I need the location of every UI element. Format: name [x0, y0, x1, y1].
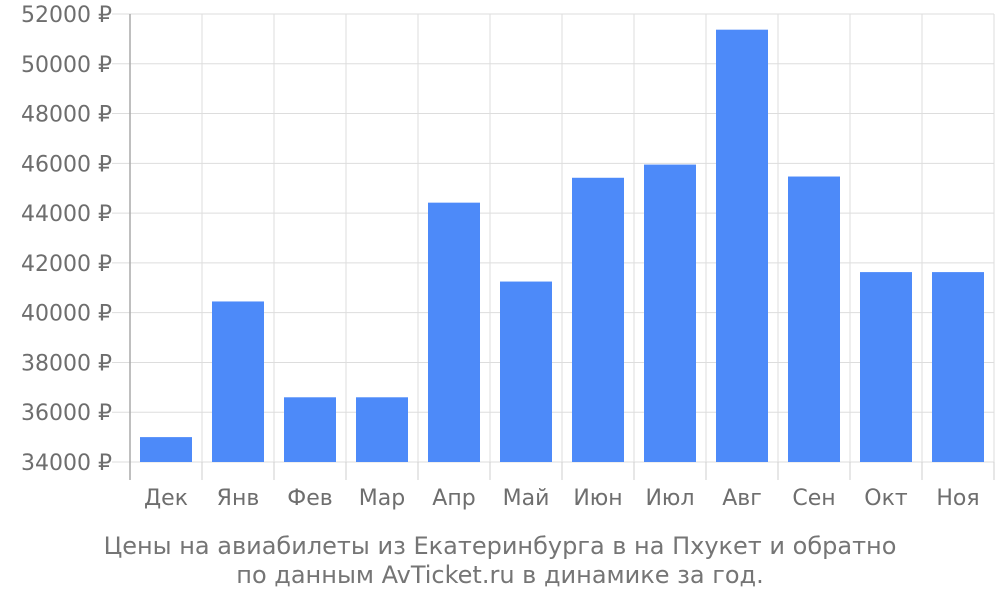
bar-10 [788, 176, 840, 462]
x-tick-label: Янв [217, 486, 260, 511]
y-tick-label: 46000 ₽ [21, 152, 112, 177]
caption-line-2: по данным AvTicket.ru в динамике за год. [236, 561, 764, 589]
y-tick-label: 40000 ₽ [21, 302, 112, 327]
x-tick-label: Июн [573, 486, 622, 511]
caption-line-1: Цены на авиабилеты из Екатеринбурга в на… [103, 532, 897, 560]
x-tick-label: Апр [432, 486, 475, 511]
bar-3 [284, 397, 336, 462]
x-tick-label: Дек [144, 486, 188, 511]
bar-5 [428, 202, 480, 462]
bar-12 [932, 272, 984, 462]
x-tick-label: Мар [359, 486, 405, 511]
x-axis-labels: Дек Янв Фев Мар Апр Май Июн Июл Авг Сен Окт Ноя [144, 486, 980, 511]
bar-6 [500, 281, 552, 462]
y-tick-label: 52000 ₽ [21, 3, 112, 28]
x-tick-label: Сен [792, 486, 835, 511]
y-tick-label: 44000 ₽ [21, 202, 112, 227]
bar-2 [212, 301, 264, 462]
x-tick-label: Фев [287, 486, 332, 511]
y-tick-label: 36000 ₽ [21, 401, 112, 426]
y-axis-labels: 34000 ₽ 36000 ₽ 38000 ₽ 40000 ₽ 42000 ₽ 44000… [21, 3, 112, 476]
x-tick-label: Авг [722, 486, 762, 511]
bars [140, 29, 984, 463]
chart-caption: Цены на авиабилеты из Екатеринбурга в на… [0, 532, 1000, 590]
x-tick-label: Окт [864, 486, 908, 511]
y-tick-label: 38000 ₽ [21, 351, 112, 376]
bar-chart: 34000 ₽ 36000 ₽ 38000 ₽ 40000 ₽ 42000 ₽ 44000… [21, 3, 995, 511]
axes [129, 14, 995, 480]
bar-9 [716, 29, 768, 463]
x-tick-label: Июл [645, 486, 694, 511]
bar-7 [572, 177, 624, 462]
x-tick-label: Ноя [936, 486, 979, 511]
y-tick-label: 48000 ₽ [21, 103, 112, 128]
x-tick-label: Май [503, 486, 550, 511]
bar-8 [644, 164, 696, 463]
bar-4 [356, 397, 408, 462]
y-tick-label: 42000 ₽ [21, 252, 112, 277]
bar-11 [860, 272, 912, 462]
bar-1 [140, 437, 192, 462]
y-tick-label: 34000 ₽ [21, 451, 112, 476]
y-tick-label: 50000 ₽ [21, 53, 112, 78]
